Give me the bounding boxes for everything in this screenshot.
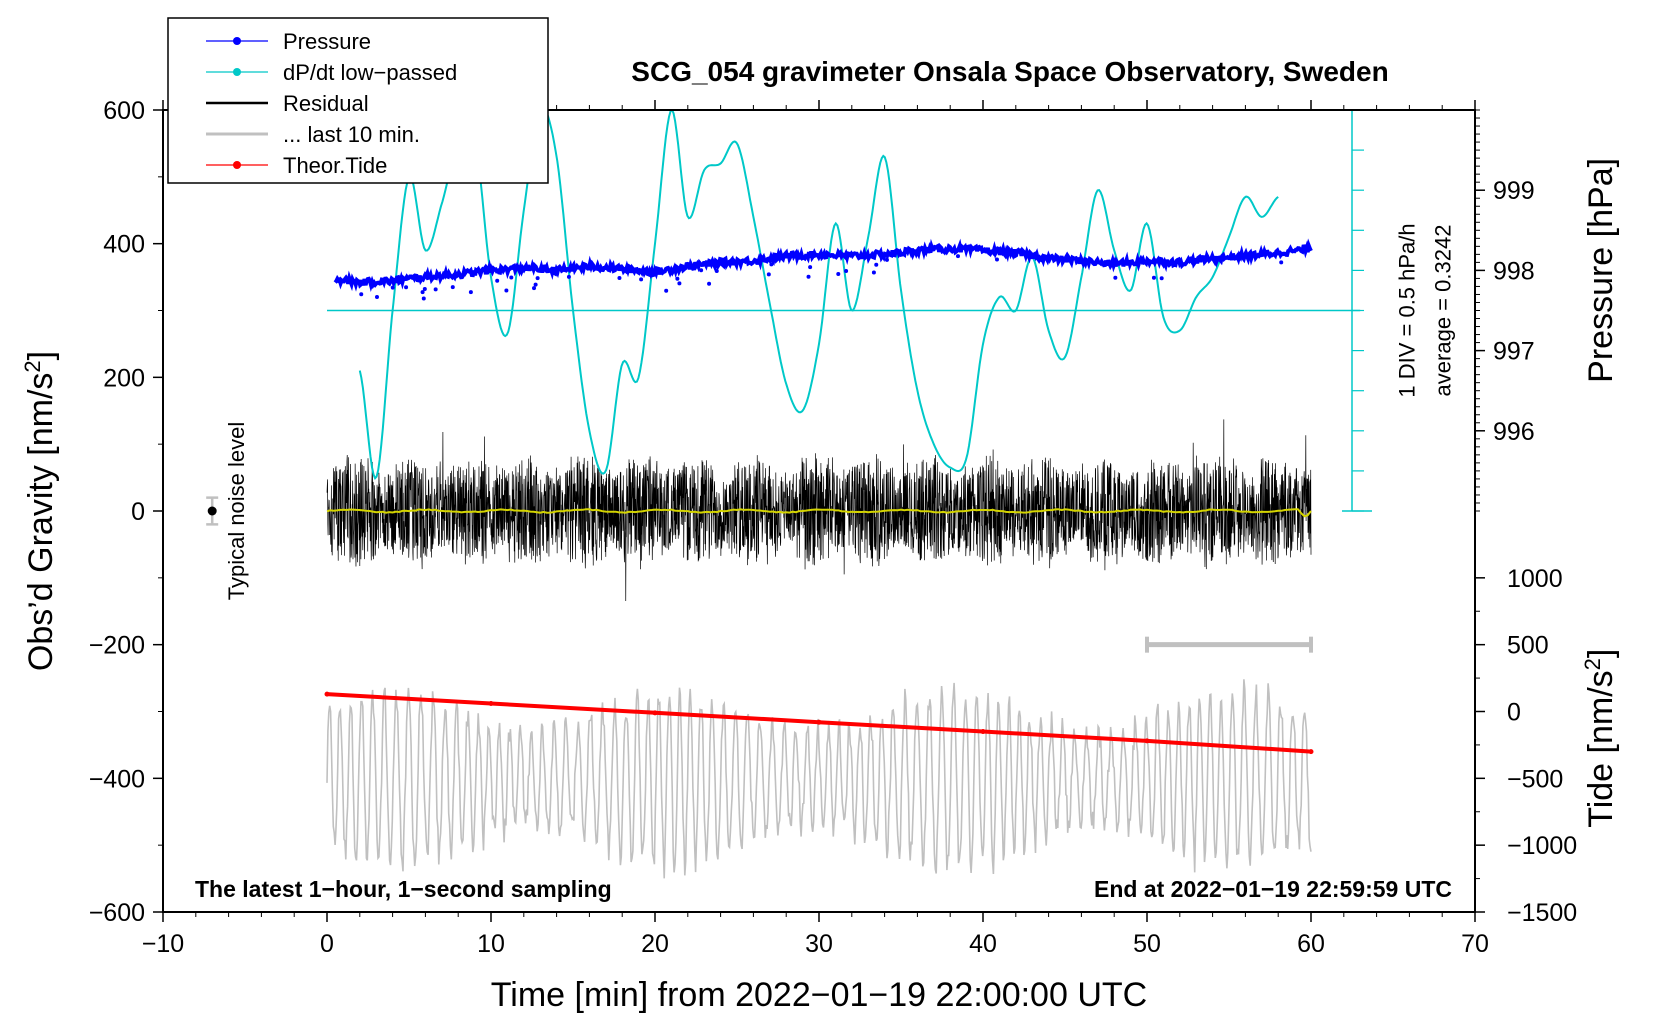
x-tick-label: 40 bbox=[969, 930, 997, 958]
pressure-point bbox=[495, 278, 500, 283]
pressure-point bbox=[468, 290, 473, 295]
pressure-point bbox=[535, 276, 540, 281]
pressure-point bbox=[766, 272, 771, 277]
legend-box bbox=[167, 17, 549, 184]
noise-point bbox=[207, 506, 217, 516]
pressure-point bbox=[1113, 275, 1118, 280]
x-tick-label: −10 bbox=[142, 930, 184, 958]
tide-point bbox=[816, 719, 822, 725]
legend-marker bbox=[233, 37, 241, 45]
pressure-tick-label: 997 bbox=[1493, 338, 1535, 366]
pressure-point bbox=[836, 271, 841, 276]
pressure-point bbox=[420, 290, 425, 295]
noise-label: Typical noise level bbox=[224, 422, 249, 601]
pressure-point bbox=[844, 269, 849, 274]
tide-axis-title: Tide [nm/s2] bbox=[1580, 649, 1620, 828]
pressure-point bbox=[806, 274, 811, 279]
y-tick-label: 0 bbox=[131, 498, 145, 526]
pressure-point bbox=[884, 257, 889, 262]
pressure-point bbox=[359, 292, 364, 297]
residual-trace bbox=[326, 419, 1312, 602]
pressure-tick-label: 998 bbox=[1493, 257, 1535, 285]
x-tick-label: 50 bbox=[1133, 930, 1161, 958]
tide-tick-label: −1000 bbox=[1507, 832, 1577, 860]
pressure-point bbox=[390, 285, 395, 290]
tide-point bbox=[1308, 749, 1314, 755]
y-tick-label: 400 bbox=[103, 231, 145, 259]
div-label: 1 DIV = 0.5 hPa/h bbox=[1394, 223, 1419, 397]
pressure-point bbox=[639, 277, 644, 282]
pressure-point bbox=[808, 265, 813, 270]
pressure-point bbox=[677, 281, 682, 286]
pressure-point bbox=[504, 288, 509, 293]
pressure-point bbox=[871, 270, 876, 275]
pressure-point bbox=[421, 296, 426, 301]
tide-tick-label: 0 bbox=[1507, 699, 1521, 727]
y-tick-label: −400 bbox=[89, 765, 145, 793]
average-label: average = 0.3242 bbox=[1430, 225, 1455, 397]
pressure-point bbox=[699, 268, 704, 273]
pressure-point bbox=[1279, 260, 1284, 265]
tide-tick-label: 500 bbox=[1507, 632, 1549, 660]
legend-label: ... last 10 min. bbox=[283, 122, 420, 147]
x-tick-label: 10 bbox=[477, 930, 505, 958]
pressure-point bbox=[374, 294, 379, 299]
chart-title: SCG_054 gravimeter Onsala Space Observat… bbox=[631, 56, 1388, 87]
legend-marker bbox=[233, 68, 241, 76]
pressure-point bbox=[955, 254, 960, 259]
legend-label: Pressure bbox=[283, 29, 371, 54]
y-tick-label: 600 bbox=[103, 97, 145, 125]
pressure-point bbox=[1151, 275, 1156, 280]
legend-marker bbox=[233, 161, 241, 169]
tide-tick-label: −1500 bbox=[1507, 899, 1577, 927]
y-tick-label: 200 bbox=[103, 364, 145, 392]
pressure-tick-label: 996 bbox=[1493, 418, 1535, 446]
tide-tick-label: −500 bbox=[1507, 765, 1563, 793]
tide-point bbox=[980, 729, 986, 735]
legend-label: Residual bbox=[283, 91, 369, 116]
pressure-point bbox=[433, 287, 438, 292]
pressure-trace bbox=[333, 238, 1313, 293]
pressure-point bbox=[874, 262, 879, 267]
pressure-point bbox=[707, 281, 712, 286]
bottom-right-note: End at 2022−01−19 22:59:59 UTC bbox=[1094, 876, 1452, 902]
pressure-point bbox=[1159, 276, 1164, 281]
pressure-point bbox=[450, 285, 455, 290]
x-tick-label: 60 bbox=[1297, 930, 1325, 958]
last-10-min-trace bbox=[326, 679, 1312, 879]
y-tick-label: −600 bbox=[89, 899, 145, 927]
x-axis-title: Time [min] from 2022−01−19 22:00:00 UTC bbox=[491, 976, 1147, 1014]
tide-tick-label: 1000 bbox=[1507, 565, 1563, 593]
pressure-point bbox=[664, 288, 669, 293]
tide-point bbox=[1144, 738, 1150, 744]
pressure-point bbox=[422, 286, 427, 291]
pressure-point bbox=[714, 269, 719, 274]
pressure-point bbox=[675, 276, 680, 281]
x-tick-label: 0 bbox=[320, 930, 334, 958]
legend-label: dP/dt low−passed bbox=[283, 60, 457, 85]
pressure-point bbox=[566, 274, 571, 279]
dpdt-lowpassed-trace bbox=[358, 110, 1279, 480]
y-tick-label: −200 bbox=[89, 632, 145, 660]
bottom-left-note: The latest 1−hour, 1−second sampling bbox=[195, 876, 612, 902]
pressure-axis-title: Pressure [hPa] bbox=[1582, 158, 1620, 383]
tide-point bbox=[488, 700, 494, 706]
tide-point bbox=[652, 710, 658, 716]
x-tick-label: 20 bbox=[641, 930, 669, 958]
tide-point bbox=[324, 691, 330, 697]
y-axis-title: Obs’d Gravity [nm/s2] bbox=[20, 351, 60, 671]
pressure-point bbox=[994, 257, 999, 262]
pressure-point bbox=[769, 262, 774, 267]
pressure-point bbox=[617, 275, 622, 280]
pressure-point bbox=[509, 275, 514, 280]
pressure-tick-label: 999 bbox=[1493, 177, 1535, 205]
pressure-point bbox=[533, 282, 538, 287]
pressure-point bbox=[532, 286, 537, 291]
pressure-point bbox=[404, 285, 409, 290]
residual-lowpass-trace bbox=[326, 508, 1312, 518]
x-tick-label: 70 bbox=[1461, 930, 1489, 958]
legend-label: Theor.Tide bbox=[283, 153, 387, 178]
x-tick-label: 30 bbox=[805, 930, 833, 958]
